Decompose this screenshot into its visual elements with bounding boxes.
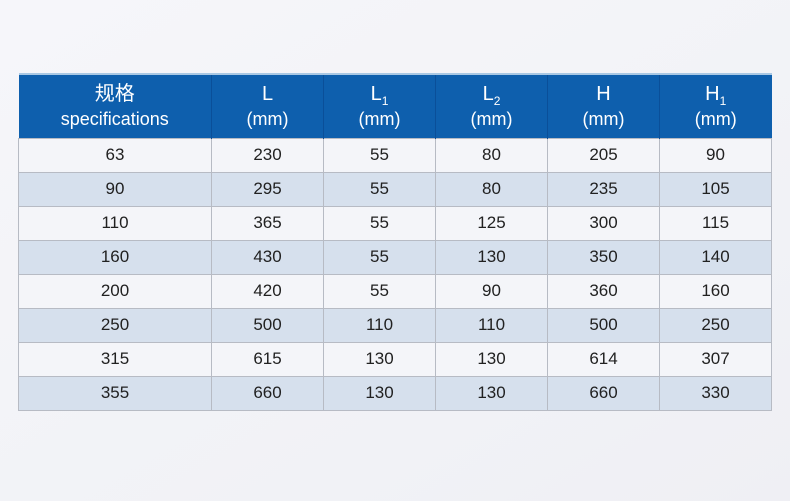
header-cell-specifications: 规格 specifications <box>18 73 212 138</box>
value-cell: 130 <box>435 341 548 377</box>
value-cell: 55 <box>323 239 436 275</box>
value-cell: 365 <box>211 205 324 241</box>
value-cell: 500 <box>547 307 660 343</box>
spec-cell: 200 <box>18 273 212 309</box>
value-cell: 130 <box>323 375 436 411</box>
header-cell-h1: H1 (mm) <box>659 73 772 138</box>
table-row: 63 230 55 80 205 90 <box>18 137 772 173</box>
table-row: 90 295 55 80 235 105 <box>18 171 772 207</box>
value-cell: 115 <box>659 205 772 241</box>
value-cell: 205 <box>547 137 660 173</box>
value-cell: 90 <box>659 137 772 173</box>
header-symbol: L2 <box>482 83 501 109</box>
header-cell-l1: L1 (mm) <box>323 73 436 138</box>
header-unit: (mm) <box>246 109 289 130</box>
value-cell: 614 <box>547 341 660 377</box>
header-cell-l2: L2 (mm) <box>435 73 548 138</box>
table-row: 250 500 110 110 500 250 <box>18 307 772 343</box>
value-cell: 90 <box>435 273 548 309</box>
header-unit: (mm) <box>470 109 513 130</box>
value-cell: 55 <box>323 273 436 309</box>
value-cell: 55 <box>323 171 436 207</box>
value-cell: 250 <box>659 307 772 343</box>
header-symbol: L <box>261 83 274 106</box>
header-cell-l: L (mm) <box>211 73 324 138</box>
value-cell: 307 <box>659 341 772 377</box>
value-cell: 140 <box>659 239 772 275</box>
spec-table: 规格 specifications L (mm) L1 (mm) L2 (mm)… <box>18 73 772 411</box>
value-cell: 110 <box>323 307 436 343</box>
header-unit: (mm) <box>694 109 737 130</box>
spec-cell: 63 <box>18 137 212 173</box>
value-cell: 500 <box>211 307 324 343</box>
value-cell: 300 <box>547 205 660 241</box>
spec-cell: 160 <box>18 239 212 275</box>
table-row: 315 615 130 130 614 307 <box>18 341 772 377</box>
header-unit: (mm) <box>358 109 401 130</box>
value-cell: 80 <box>435 171 548 207</box>
value-cell: 110 <box>435 307 548 343</box>
value-cell: 80 <box>435 137 548 173</box>
table-row: 110 365 55 125 300 115 <box>18 205 772 241</box>
table-header-row: 规格 specifications L (mm) L1 (mm) L2 (mm)… <box>18 73 772 138</box>
table-row: 200 420 55 90 360 160 <box>18 273 772 309</box>
table-row: 355 660 130 130 660 330 <box>18 375 772 411</box>
header-label-en: specifications <box>60 109 169 130</box>
spec-cell: 90 <box>18 171 212 207</box>
value-cell: 55 <box>323 205 436 241</box>
value-cell: 130 <box>323 341 436 377</box>
value-cell: 615 <box>211 341 324 377</box>
value-cell: 350 <box>547 239 660 275</box>
value-cell: 130 <box>435 375 548 411</box>
spec-cell: 315 <box>18 341 212 377</box>
value-cell: 125 <box>435 205 548 241</box>
header-symbol: H1 <box>705 83 727 109</box>
header-label-cn: 规格 <box>94 83 135 106</box>
header-symbol: H <box>596 83 611 106</box>
value-cell: 55 <box>323 137 436 173</box>
value-cell: 430 <box>211 239 324 275</box>
header-cell-h: H (mm) <box>547 73 660 138</box>
spec-cell: 355 <box>18 375 212 411</box>
header-symbol: L1 <box>370 83 389 109</box>
value-cell: 230 <box>211 137 324 173</box>
table-row: 160 430 55 130 350 140 <box>18 239 772 275</box>
value-cell: 360 <box>547 273 660 309</box>
value-cell: 130 <box>435 239 548 275</box>
value-cell: 660 <box>547 375 660 411</box>
value-cell: 235 <box>547 171 660 207</box>
spec-cell: 110 <box>18 205 212 241</box>
value-cell: 660 <box>211 375 324 411</box>
header-unit: (mm) <box>582 109 625 130</box>
value-cell: 105 <box>659 171 772 207</box>
spec-cell: 250 <box>18 307 212 343</box>
value-cell: 330 <box>659 375 772 411</box>
value-cell: 160 <box>659 273 772 309</box>
value-cell: 295 <box>211 171 324 207</box>
value-cell: 420 <box>211 273 324 309</box>
